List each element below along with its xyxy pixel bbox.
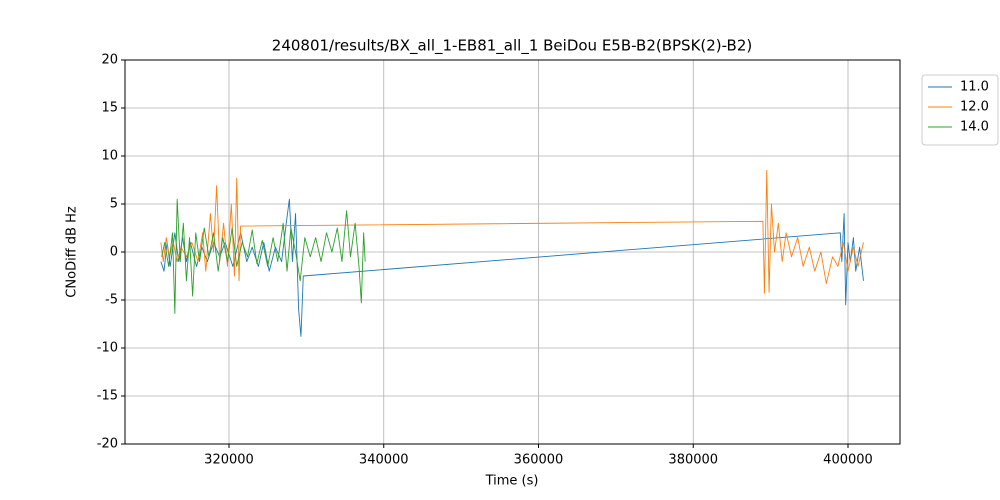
y-tick-label: 5 (110, 197, 118, 212)
series-line (160, 169, 864, 294)
y-tick-label: -15 (97, 389, 118, 404)
x-tick-label: 400000 (823, 453, 873, 468)
x-tick-label: 340000 (359, 453, 409, 468)
y-tick-label: 15 (101, 101, 118, 116)
legend-label: 14.0 (960, 120, 989, 135)
x-tick-label: 320000 (204, 453, 254, 468)
chart-title: 240801/results/BX_all_1-EB81_all_1 BeiDo… (272, 37, 752, 56)
series-line (161, 198, 366, 314)
x-tick-label: 380000 (668, 453, 718, 468)
y-axis-label: CNoDiff dB Hz (65, 206, 80, 298)
plot-frame (124, 59, 901, 445)
y-tick-label: 0 (110, 245, 118, 260)
x-axis-label: Time (s) (485, 474, 539, 489)
legend-label: 11.0 (960, 80, 989, 95)
y-tick-label: 10 (101, 149, 118, 164)
y-tick-label: -5 (105, 293, 118, 308)
y-tick-label: -20 (97, 437, 118, 452)
legend-label: 12.0 (960, 100, 989, 115)
y-tick-label: 20 (101, 53, 118, 68)
y-tick-label: -10 (97, 341, 118, 356)
x-tick-label: 360000 (514, 453, 564, 468)
